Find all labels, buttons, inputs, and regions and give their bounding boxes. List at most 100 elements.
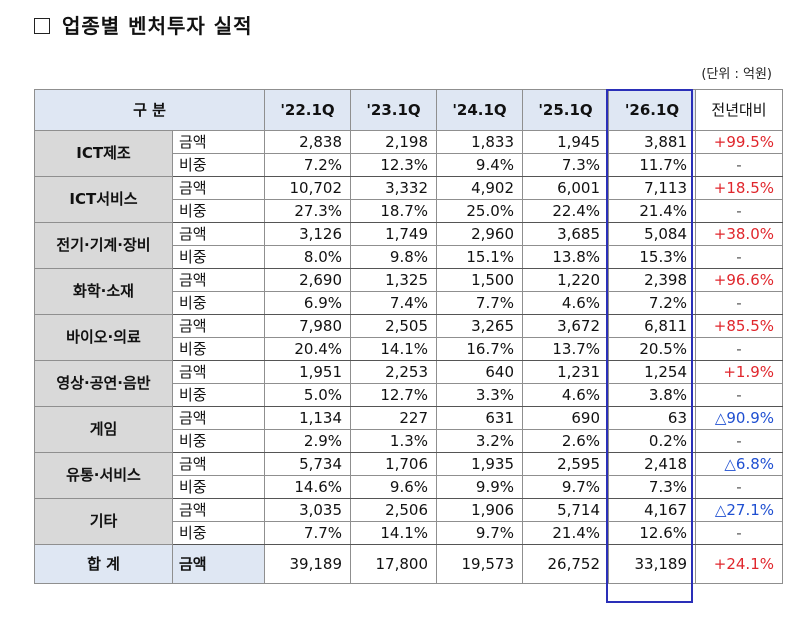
amount-cell: 1,945 <box>522 130 610 154</box>
table-row: 게임 금액 1,134 227 631 690 63 △90.9% <box>34 406 784 453</box>
amount-cell: 1,833 <box>436 130 524 154</box>
yoy-cell: - <box>695 337 784 361</box>
amount-cell: 5,714 <box>522 498 610 522</box>
share-cell: 6.9% <box>264 291 352 315</box>
amount-cell: 3,126 <box>264 222 352 246</box>
header-period: '25.1Q <box>522 89 610 131</box>
table-row: 화학·소재 금액 2,690 1,325 1,500 1,220 2,398 +96.6% <box>34 268 784 315</box>
unit-label: (단위 : 억원) <box>701 67 772 82</box>
share-cell: 18.7% <box>350 199 438 223</box>
amount-cell: 4,167 <box>608 498 697 522</box>
amount-cell: 1,220 <box>522 268 610 292</box>
yoy-cell: △90.9% <box>695 406 784 430</box>
category-cell: 게임 <box>34 406 173 453</box>
category-cell: ICT제조 <box>34 130 173 177</box>
row-label-share: 비중 <box>171 199 266 223</box>
header-period: '24.1Q <box>436 89 524 131</box>
table-row: 비중 2.9% 1.3% 3.2% 2.6% 0.2% - <box>35 429 784 453</box>
amount-cell: 1,935 <box>436 452 524 476</box>
amount-cell: 1,325 <box>350 268 438 292</box>
amount-cell: 1,254 <box>608 360 697 384</box>
amount-cell: 3,881 <box>608 130 697 154</box>
share-cell: 11.7% <box>608 153 697 177</box>
table-row: 비중 5.0% 12.7% 3.3% 4.6% 3.8% - <box>35 383 784 407</box>
amount-cell: 3,685 <box>522 222 610 246</box>
share-cell: 7.3% <box>608 475 697 499</box>
yoy-cell: △6.8% <box>695 452 784 476</box>
share-cell: 8.0% <box>264 245 352 269</box>
total-amount-label: 금액 <box>171 544 266 584</box>
header-row: 구 분 '22.1Q '23.1Q '24.1Q '25.1Q '26.1Q 전… <box>33 89 784 131</box>
table-row: 기타 금액 3,035 2,506 1,906 5,714 4,167 △27.1% <box>34 498 784 545</box>
yoy-cell: +96.6% <box>695 268 784 292</box>
amount-cell: 227 <box>350 406 438 430</box>
share-cell: 7.7% <box>436 291 524 315</box>
row-label-amount: 금액 <box>171 222 266 246</box>
share-cell: 22.4% <box>522 199 610 223</box>
header-period: '26.1Q <box>608 89 697 131</box>
yoy-cell: - <box>695 429 784 453</box>
amount-cell: 1,749 <box>350 222 438 246</box>
share-cell: 2.6% <box>522 429 610 453</box>
share-cell: 20.5% <box>608 337 697 361</box>
share-cell: 14.1% <box>350 337 438 361</box>
amount-cell: 2,418 <box>608 452 697 476</box>
row-label-share: 비중 <box>171 475 266 499</box>
amount-cell: 2,253 <box>350 360 438 384</box>
share-cell: 16.7% <box>436 337 524 361</box>
share-cell: 9.4% <box>436 153 524 177</box>
share-cell: 9.7% <box>522 475 610 499</box>
amount-cell: 7,113 <box>608 176 697 200</box>
amount-cell: 5,084 <box>608 222 697 246</box>
share-cell: 21.4% <box>608 199 697 223</box>
share-cell: 14.1% <box>350 521 438 545</box>
amount-cell: 2,960 <box>436 222 524 246</box>
amount-cell: 3,265 <box>436 314 524 338</box>
table-row: 비중 6.9% 7.4% 7.7% 4.6% 7.2% - <box>35 291 784 315</box>
amount-cell: 640 <box>436 360 524 384</box>
share-cell: 12.7% <box>350 383 438 407</box>
checkbox-square-icon <box>34 18 50 34</box>
table-row: 비중 7.2% 12.3% 9.4% 7.3% 11.7% - <box>35 153 784 177</box>
share-cell: 7.4% <box>350 291 438 315</box>
yoy-cell: +99.5% <box>695 130 784 154</box>
amount-cell: 2,398 <box>608 268 697 292</box>
total-label: 합 계 <box>34 544 173 584</box>
table-row: 바이오·의료 금액 7,980 2,505 3,265 3,672 6,811 +85.5% <box>34 314 784 361</box>
share-cell: 2.9% <box>264 429 352 453</box>
share-cell: 25.0% <box>436 199 524 223</box>
amount-cell: 5,734 <box>264 452 352 476</box>
category-cell: 화학·소재 <box>34 268 173 315</box>
amount-cell: 10,702 <box>264 176 352 200</box>
share-cell: 3.3% <box>436 383 524 407</box>
row-label-amount: 금액 <box>171 498 266 522</box>
row-label-amount: 금액 <box>171 176 266 200</box>
row-label-amount: 금액 <box>171 314 266 338</box>
row-label-share: 비중 <box>171 153 266 177</box>
share-cell: 27.3% <box>264 199 352 223</box>
share-cell: 13.8% <box>522 245 610 269</box>
amount-cell: 63 <box>608 406 697 430</box>
amount-cell: 1,231 <box>522 360 610 384</box>
share-cell: 9.6% <box>350 475 438 499</box>
yoy-cell: - <box>695 153 784 177</box>
total-yoy-cell: +24.1% <box>695 544 784 584</box>
total-amount-cell: 33,189 <box>608 544 697 584</box>
amount-cell: 1,134 <box>264 406 352 430</box>
share-cell: 9.8% <box>350 245 438 269</box>
amount-cell: 1,951 <box>264 360 352 384</box>
yoy-cell: - <box>695 245 784 269</box>
share-cell: 5.0% <box>264 383 352 407</box>
amount-cell: 2,838 <box>264 130 352 154</box>
share-cell: 7.7% <box>264 521 352 545</box>
row-label-share: 비중 <box>171 429 266 453</box>
header-category: 구 분 <box>33 89 266 131</box>
yoy-cell: +38.0% <box>695 222 784 246</box>
table-row: 비중 14.6% 9.6% 9.9% 9.7% 7.3% - <box>35 475 784 499</box>
share-cell: 13.7% <box>522 337 610 361</box>
share-cell: 15.3% <box>608 245 697 269</box>
page-title: 업종별 벤처투자 실적 <box>34 10 253 39</box>
row-label-share: 비중 <box>171 383 266 407</box>
table-body: ICT제조 금액 2,838 2,198 1,833 1,945 3,881 +99.5% 비중… <box>34 130 784 584</box>
amount-cell: 3,332 <box>350 176 438 200</box>
